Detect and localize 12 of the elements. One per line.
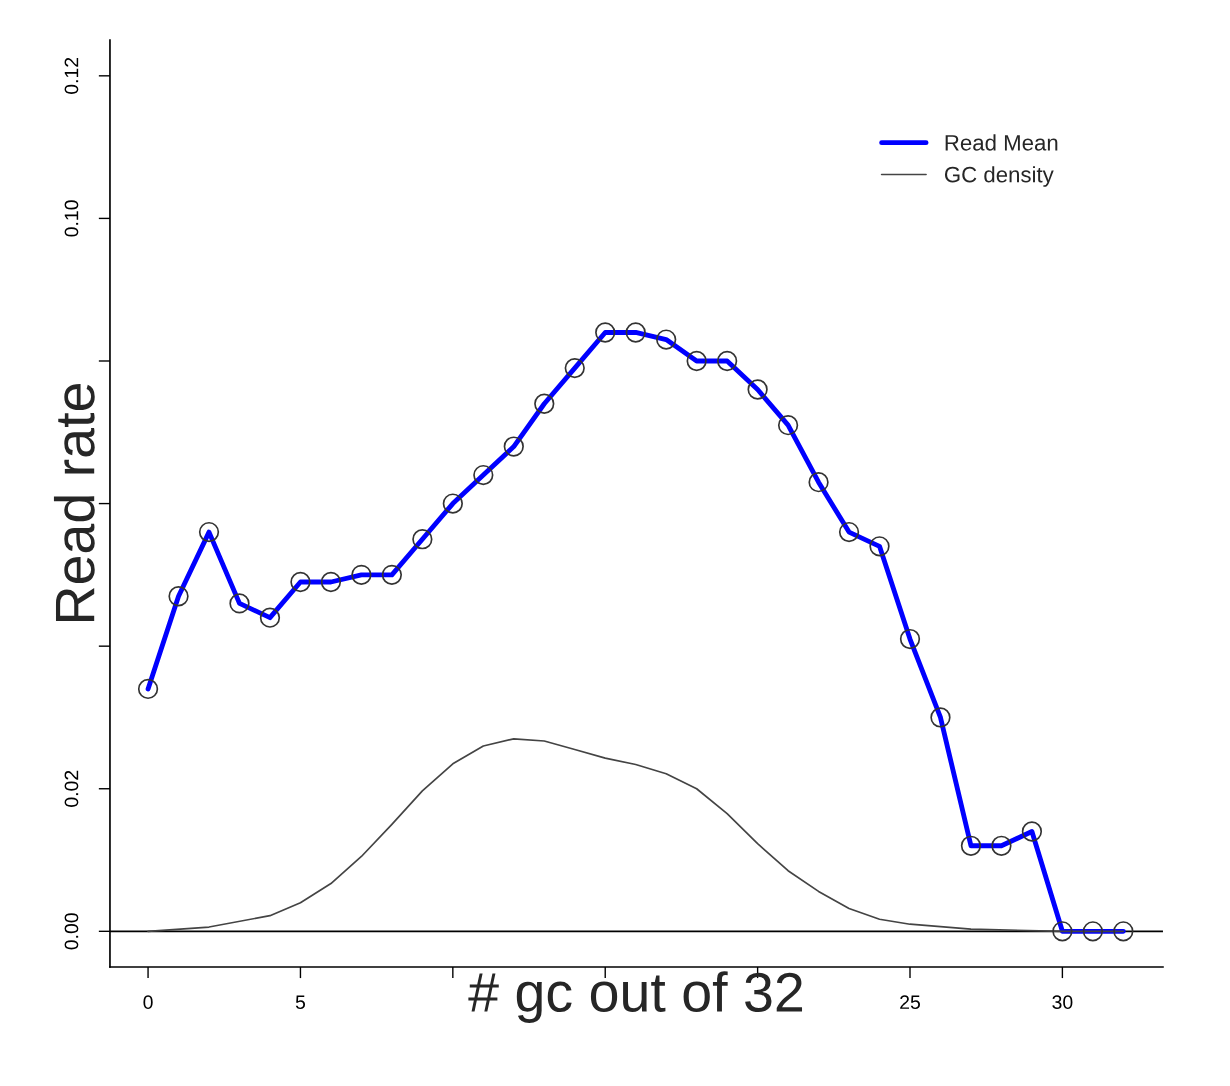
x-tick-label: 0 xyxy=(143,995,153,1010)
x-tick-label: 25 xyxy=(900,995,920,1010)
x-tick-label: 30 xyxy=(1052,995,1073,1010)
legend-label: Read Mean xyxy=(945,134,1058,151)
y-tick-label: 0.10 xyxy=(64,200,79,237)
y-tick-label: 0.00 xyxy=(64,913,79,950)
y-axis-title: Read rate xyxy=(53,384,95,621)
x-tick-label: 5 xyxy=(295,995,306,1010)
legend-label: GC density xyxy=(944,166,1054,187)
y-tick-label: 0.02 xyxy=(64,770,79,807)
y-tick-label: 0.12 xyxy=(64,57,79,94)
x-axis-title: # gc out of 32 xyxy=(468,971,803,1023)
